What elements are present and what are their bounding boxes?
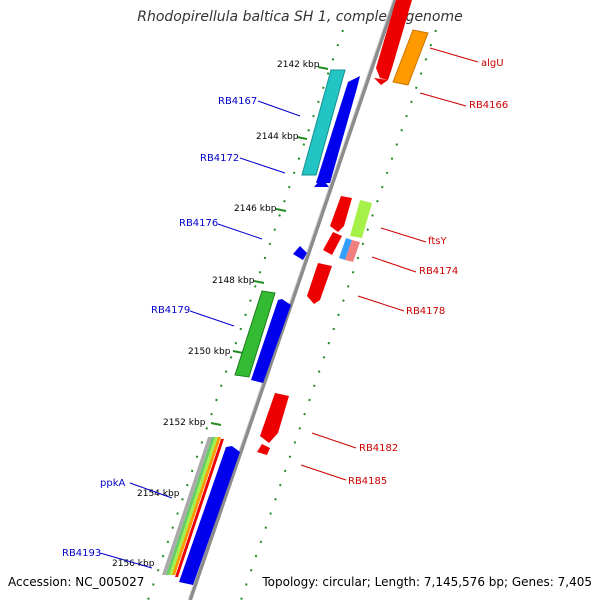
gene-label-rb4167[interactable]: RB4167 [218,96,257,107]
gene-label-rb4174[interactable]: RB4174 [419,266,458,277]
gene-rb4182-red[interactable] [260,393,289,443]
gene-label-rb4176[interactable]: RB4176 [179,218,218,229]
gene-label-rb4185[interactable]: RB4185 [348,476,387,487]
gene-label-ppka[interactable]: ppkA [100,478,125,489]
leader-line [189,310,235,327]
gene-rb4167-cyan[interactable] [301,69,346,176]
topology-text: Topology: circular; Length: 7,145,576 bp… [262,575,592,589]
tick-mark [232,350,244,354]
gene-rb4174-light-blue[interactable] [339,238,352,260]
gene-label-rb4193[interactable]: RB4193 [62,548,101,559]
tick-mark [317,66,329,70]
gene-algu-arrowhead[interactable] [374,78,388,85]
tick-label: 2142 kbp [277,60,320,70]
map-title: Rhodopirellula baltica SH 1, complete ge… [137,9,463,25]
gene-rb4176-blue[interactable] [293,246,307,260]
gene-rb4174-pink[interactable] [345,240,360,262]
gene-ppka-stripe-red[interactable] [175,439,224,577]
gene-rb4167-blue[interactable] [316,76,360,183]
leader-line [357,295,405,312]
gene-label-ftsy[interactable]: ftsY [428,236,447,247]
tick-mark [253,280,265,284]
gene-ftsy-red[interactable] [330,196,352,232]
tick-label: 2150 kbp [188,347,231,357]
gene-rb4166-orange[interactable] [392,29,429,86]
gene-algu-red[interactable] [376,0,412,80]
gene-rb4185-red[interactable] [257,444,270,455]
right-strand-genes [257,0,429,455]
gene-labels: RB4167 RB4172 RB4176 RB4179 ppkA RB4193 … [62,58,508,559]
gene-rb4179-blue[interactable] [251,299,291,383]
scale-line-left [147,29,344,600]
leader-line [300,464,347,481]
leader-line [129,482,173,499]
gene-rb4178-red[interactable] [307,263,332,304]
tick-label: 2154 kbp [137,489,180,499]
gene-rb4179-green[interactable] [234,290,276,378]
scale-line-right [240,29,437,600]
leader-line [217,223,263,240]
gene-label-rb4182[interactable]: RB4182 [359,443,398,454]
leader-line [371,256,417,273]
gene-label-rb4179[interactable]: RB4179 [151,305,190,316]
left-strand-genes [162,69,360,585]
gene-label-algu[interactable]: algU [481,58,504,69]
tick-label: 2148 kbp [212,276,255,286]
gene-label-rb4178[interactable]: RB4178 [406,306,445,317]
gene-ppka-stripe-lime[interactable] [169,437,218,575]
gene-ppka-stripe-grey[interactable] [162,437,212,575]
tick-mark [275,208,287,212]
gene-ppka-stripe-orange[interactable] [172,437,221,575]
leader-line [429,47,479,63]
leader-line [419,92,467,107]
tick-label: 2144 kbp [256,132,299,142]
leader-line [99,552,153,569]
tick-mark [210,422,222,426]
accession-text: Accession: NC_005027 [8,575,145,589]
genome-backbone [188,0,397,600]
gene-ftsy-red-2[interactable] [323,232,342,255]
gene-label-rb4166[interactable]: RB4166 [469,100,508,111]
gene-ppka-stripe-green[interactable] [166,437,215,575]
tick-mark [296,136,308,140]
leader-lines [99,47,479,569]
leader-line [380,227,427,243]
gene-rb4172-blue[interactable] [314,178,329,187]
tick-label: 2152 kbp [163,418,206,428]
gene-ftsy-lime[interactable] [350,200,372,238]
leader-line [239,157,286,174]
tick-label: 2156 kbp [112,559,155,569]
gene-rb4193-blue[interactable] [179,446,240,585]
leader-line [311,432,357,449]
tick-label: 2146 kbp [234,204,277,214]
leader-line [257,100,301,117]
gene-label-rb4172[interactable]: RB4172 [200,153,239,164]
